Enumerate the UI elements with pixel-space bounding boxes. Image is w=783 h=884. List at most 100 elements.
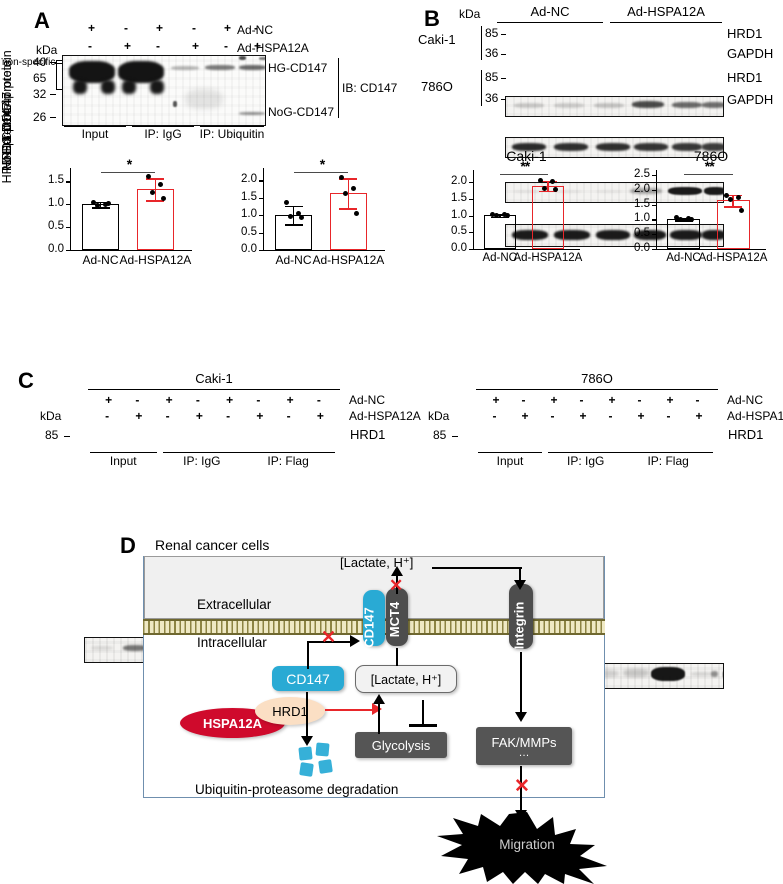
chart-ytick-hrd1-786o <box>652 189 656 191</box>
arrow-line <box>378 700 381 734</box>
panel-b-tick-caki1-36 <box>501 54 506 55</box>
chart-xlabel-nog-cd147-1: Ad-HSPA12A <box>312 253 385 267</box>
panel-b-header-adnc: Ad-NC <box>530 4 570 19</box>
chart-ytick-hg-cd147 <box>66 181 70 183</box>
panel-c-lane-sign-adnc-1: + <box>666 393 674 407</box>
hrd1-label: HRD1 <box>272 703 308 719</box>
chart-errorbar-hg-cd147-1 <box>154 178 157 201</box>
chart-errorcap-hg-cd147-0 <box>91 207 110 209</box>
chart-yaxis-hrd1-caki1 <box>473 170 475 249</box>
chart-errorcap-hrd1-786o-1 <box>724 206 742 208</box>
panel-b-header-adhspa: Ad-HSPA12A <box>627 4 705 19</box>
panel-c-lane-sign-adnc-0: - <box>195 393 200 407</box>
panel-a-tick-40 <box>50 62 56 63</box>
chart-title-hrd1-786o: 786O <box>693 148 729 164</box>
blot-band <box>702 230 723 240</box>
panel-b-caki1-bracket <box>481 26 482 60</box>
panel-c-lane-sign-adnc-0: + <box>105 393 113 407</box>
chart-ytick-hrd1-caki1 <box>469 215 473 217</box>
chart-datapoint-hrd1-caki1-1 <box>553 186 559 192</box>
panel-c-lane-sign-adhspa-0: + <box>256 409 264 423</box>
ubiquitin-cube <box>315 742 330 757</box>
blot-band <box>554 143 588 151</box>
chart-datapoint-nog-cd147-0 <box>288 214 293 220</box>
arrowhead-up <box>373 694 385 704</box>
panel-a-band-label-nog: NoG-CD147 <box>268 105 335 119</box>
panel-c-lane-sign-adnc-0: - <box>256 393 261 407</box>
chart-yaxis-hrd1-786o <box>656 170 658 249</box>
chart-xlabel-hrd1-caki1-0: Ad-NC <box>482 252 517 264</box>
panel-d-extracellular-label: Extracellular <box>197 597 272 612</box>
panel-c-group-label-1-0: Input <box>496 454 524 468</box>
blot-band <box>594 103 624 108</box>
panel-a-lane-sign-adhspa: + <box>254 39 262 53</box>
chart-errorcap-nog-cd147-1 <box>339 207 358 210</box>
arrow-line <box>325 709 375 712</box>
panel-c-lane-sign-adhspa-1: + <box>695 409 703 423</box>
chart-errorcap-hrd1-caki1-1 <box>538 180 557 183</box>
panel-d-title: Renal cancer cells <box>155 537 270 553</box>
chart-significance-hg-cd147: * <box>126 156 132 172</box>
chart-datapoint-hg-cd147-0 <box>95 203 100 209</box>
chart-datapoint-hrd1-786o-0 <box>678 216 683 222</box>
degradation-label: Ubiquitin-proteasome degradation <box>195 782 399 797</box>
panel-a-lane-sign-adnc: + <box>88 21 96 35</box>
panel-c-group-label-0-0: Input <box>109 454 137 468</box>
lactate-intracellular-box: [Lactate, H⁺] <box>355 665 457 693</box>
panel-c-lane-sign-adhspa-1: + <box>521 409 529 423</box>
chart-sigline-hrd1-786o <box>683 174 733 176</box>
panel-b-cellline-786o: 786O <box>421 79 453 94</box>
panel-c-group-label-1-2: IP: Flag <box>647 454 689 468</box>
blot-band <box>596 190 622 193</box>
chart-datapoint-nog-cd147-1 <box>350 185 356 191</box>
chart-ytick-hrd1-786o <box>652 219 656 221</box>
glycolysis-label: Glycolysis <box>371 737 431 753</box>
chart-yticklabel-nog-cd147: 0.5 <box>241 225 257 238</box>
chart-datapoint-nog-cd147-0 <box>299 215 304 221</box>
chart-datapoint-hg-cd147-0 <box>106 200 111 206</box>
blot-band <box>711 671 718 677</box>
chart-errorcap-nog-cd147-1 <box>339 178 358 180</box>
chart-yaxis-hg-cd147 <box>70 168 72 250</box>
blot-band <box>73 80 87 94</box>
blot-band <box>69 61 115 83</box>
panel-c-group-label-1-1: IP: IgG <box>567 454 605 468</box>
chart-yticklabel-hrd1-caki1: 0.5 <box>451 225 467 238</box>
panel-c-row-label-adhspa-0: Ad-HSPA12A <box>349 409 421 423</box>
chart-ytick-hrd1-caki1 <box>469 249 473 251</box>
chart-errorcap-hg-cd147-1 <box>146 178 165 180</box>
chart-yticklabel-hrd1-786o: 0.5 <box>634 227 650 240</box>
integrin-protein: Integrin <box>509 584 533 649</box>
panel-c-group-rule-0-1 <box>162 452 242 453</box>
panel-c-lane-sign-adnc-0: + <box>165 393 173 407</box>
blot-band <box>123 645 147 651</box>
chart-ytick-hrd1-caki1 <box>469 198 473 200</box>
chart-errorbar-hrd1-786o-1 <box>732 194 734 207</box>
red-x-block-marker: ✕ <box>514 776 530 797</box>
panel-c-marker-1: 85 <box>433 428 447 442</box>
chart-errorcap-hg-cd147-0 <box>91 201 110 204</box>
chart-yticklabel-hrd1-caki1: 1.0 <box>451 208 467 221</box>
panel-c-lane-sign-adhspa-1: + <box>579 409 587 423</box>
blot-band <box>239 112 265 115</box>
blot-band <box>554 103 584 108</box>
arrowhead-right <box>372 703 382 715</box>
arrow-line <box>396 648 399 666</box>
blot-band <box>723 667 724 682</box>
blot-band <box>185 89 223 109</box>
panel-c-group-rule-0-2 <box>241 452 335 453</box>
panel-c-label: C <box>18 368 34 393</box>
chart-xlabel-hrd1-786o-1: Ad-HSPA12A <box>698 252 768 264</box>
panel-c-lane-sign-adnc-1: + <box>608 393 616 407</box>
chart-ylabel-hrd1-786o: HRD1 protein <box>0 107 14 184</box>
cd147-membrane-protein: CD147 <box>362 590 385 648</box>
blot-band <box>634 230 666 240</box>
arrowhead-down <box>514 580 526 590</box>
blot-band <box>556 190 582 193</box>
chart-datapoint-nog-cd147-1 <box>338 174 344 180</box>
blot-band <box>239 65 265 70</box>
panel-c-group-rule-1-0 <box>478 452 542 453</box>
panel-c-group-rule-1-1 <box>548 452 624 453</box>
chart-yticklabel-hrd1-786o: 1.0 <box>634 212 650 225</box>
blot-band <box>672 102 702 108</box>
